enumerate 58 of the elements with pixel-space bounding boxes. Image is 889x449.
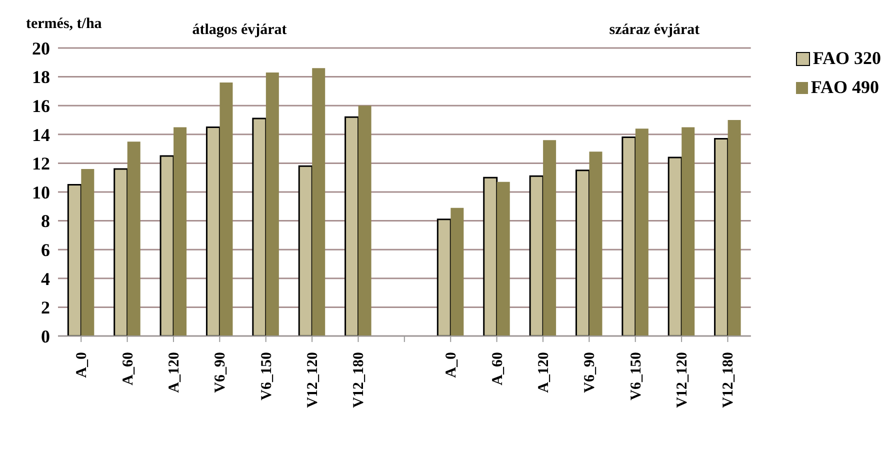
bar [312, 68, 326, 336]
bar [344, 116, 360, 336]
bar [220, 82, 233, 336]
bar [635, 128, 648, 336]
y-tick-label: 16 [32, 96, 50, 116]
bar [436, 218, 452, 336]
y-axis-title: termés, t/ha [26, 16, 102, 33]
bar [714, 138, 729, 336]
y-tick-label: 12 [32, 154, 50, 174]
y-tick-label: 4 [41, 268, 50, 289]
x-tick-label: A_120 [536, 352, 552, 393]
x-tick-label: V6_150 [258, 352, 275, 400]
y-tick-label: 2 [41, 298, 50, 318]
legend-label: FAO 320 [812, 48, 881, 69]
text: átlagos évjárat [191, 22, 288, 39]
x-tick-label: V6_90 [212, 352, 229, 393]
y-tick-label: 14 [32, 124, 50, 145]
bar [81, 168, 94, 336]
bar [529, 175, 544, 336]
bar [160, 155, 174, 336]
bar [589, 152, 602, 336]
y-tick-label: 8 [41, 211, 50, 232]
y-tick-label: 10 [32, 182, 50, 202]
x-tick-label: V12_180 [720, 352, 737, 408]
x-tick-label: V12_120 [305, 352, 322, 408]
x-tick-label: V12_120 [674, 352, 691, 408]
bar [543, 140, 556, 336]
y-tick-label: 0 [41, 326, 50, 346]
legend-label: FAO 490 [810, 77, 879, 98]
bar [206, 126, 220, 336]
x-tick-label: V6_150 [628, 352, 644, 400]
x-tick-label: A_120 [166, 352, 182, 393]
bar [668, 156, 682, 336]
bar [483, 176, 498, 336]
bar [67, 184, 82, 336]
bar [575, 170, 590, 336]
x-tick-label: V6_90 [582, 352, 598, 393]
x-tick-label: A_60 [490, 352, 506, 386]
bar [252, 118, 267, 336]
text: száraz évjárat [608, 22, 701, 39]
bar [127, 142, 140, 336]
y-tick-label: 6 [41, 240, 50, 260]
bar [450, 208, 464, 336]
bar [728, 120, 741, 336]
bar [266, 72, 279, 336]
y-tick-label: 20 [32, 38, 50, 58]
x-tick-label: A_0 [444, 352, 460, 378]
bar [174, 127, 187, 336]
bar [298, 165, 313, 336]
bar [358, 106, 372, 336]
x-tick-label: V12_180 [351, 352, 368, 408]
y-tick-label: 18 [32, 67, 50, 88]
x-tick-label: A_60 [120, 352, 136, 386]
bar [682, 127, 695, 336]
bar [622, 136, 636, 336]
bar [114, 168, 128, 336]
x-tick-label: A_0 [74, 352, 90, 378]
bar [496, 182, 510, 336]
